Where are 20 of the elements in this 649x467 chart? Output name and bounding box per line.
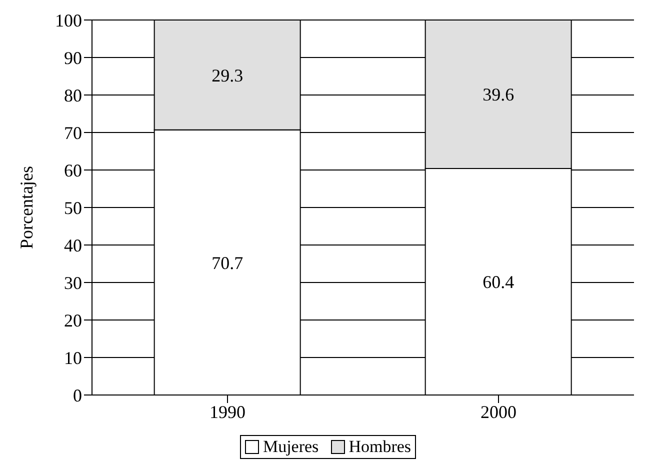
data-label: 39.6 xyxy=(482,84,514,105)
y-tick-label: 30 xyxy=(64,272,82,293)
y-tick-label: 100 xyxy=(55,10,82,30)
data-label: 29.3 xyxy=(212,65,244,86)
legend-label: Mujeres xyxy=(262,437,319,457)
data-label: 70.7 xyxy=(212,252,244,273)
y-tick-label: 70 xyxy=(64,122,82,143)
y-tick-label: 40 xyxy=(64,235,82,256)
y-axis-title: Porcentajes xyxy=(16,166,36,249)
y-tick-label: 20 xyxy=(64,310,82,330)
y-tick-label: 0 xyxy=(73,385,82,406)
y-tick-label: 60 xyxy=(64,160,82,180)
y-tick-label: 10 xyxy=(64,348,82,368)
x-tick-label: 2000 xyxy=(480,402,516,422)
legend-label: Hombres xyxy=(348,437,412,457)
y-tick-label: 50 xyxy=(64,198,82,218)
y-tick-label: 90 xyxy=(64,48,82,68)
data-label: 60.4 xyxy=(482,272,514,292)
x-tick-label: 1990 xyxy=(210,402,246,422)
y-tick-label: 80 xyxy=(64,85,82,106)
